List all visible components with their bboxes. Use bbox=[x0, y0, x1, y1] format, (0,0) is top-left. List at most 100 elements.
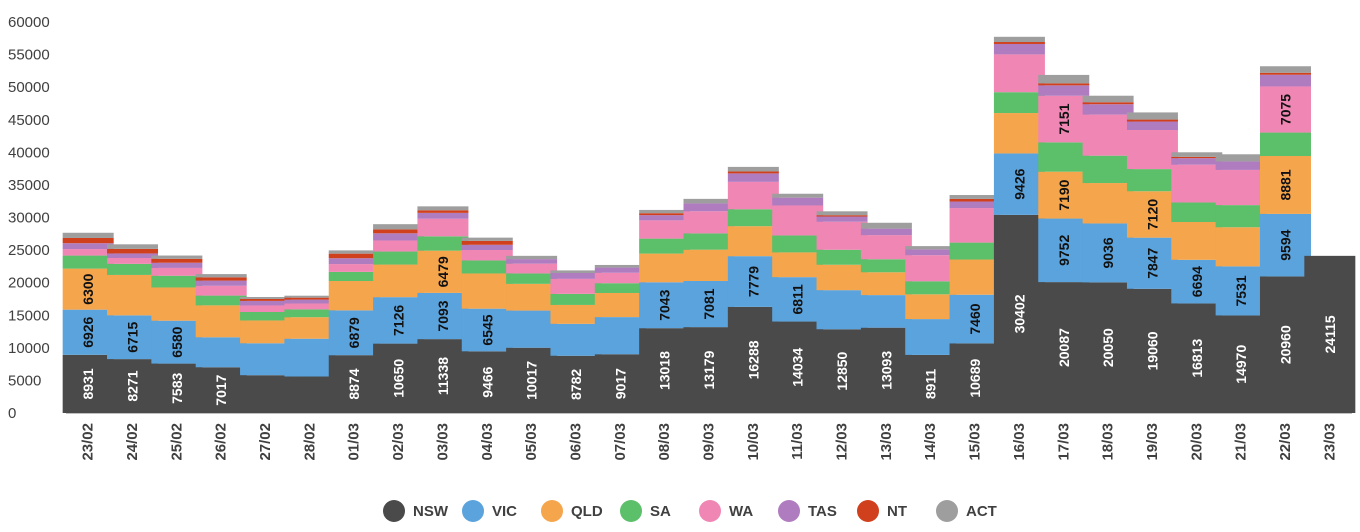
bar-segment-tas bbox=[240, 300, 292, 306]
bar-segment-sa bbox=[816, 249, 868, 265]
bar-segment-act bbox=[373, 224, 425, 230]
data-label: 7190 bbox=[1056, 179, 1072, 210]
bar-segment-qld bbox=[107, 274, 159, 316]
bar-segment-tas bbox=[683, 203, 735, 212]
bar-segment-vic bbox=[1215, 266, 1267, 316]
bar-segment-vic bbox=[195, 337, 247, 368]
bar-segment-sa bbox=[683, 233, 735, 250]
data-label: 8931 bbox=[80, 368, 96, 399]
bar-segment-act bbox=[195, 274, 247, 278]
bar-segment-act bbox=[1215, 154, 1267, 162]
bar-segment-nt bbox=[107, 248, 159, 254]
data-label: 8782 bbox=[568, 369, 584, 400]
bar-segment-nt bbox=[816, 215, 868, 217]
bar-segment-nt bbox=[62, 237, 114, 244]
data-label: 19060 bbox=[1144, 331, 1160, 370]
legend-label: TAS bbox=[808, 503, 837, 520]
bar-segment-wa bbox=[328, 264, 380, 272]
bar-segment-nsw bbox=[772, 321, 824, 413]
bar-segment-nt bbox=[328, 253, 380, 259]
bar-stack: 11338 7093 6479 bbox=[417, 206, 469, 413]
y-tick-label: 15000 bbox=[8, 307, 50, 324]
data-label: 7847 bbox=[1144, 247, 1160, 278]
x-tick-label: 07/03 bbox=[612, 423, 629, 461]
bar-segment-qld bbox=[993, 113, 1045, 154]
bar-segment-qld bbox=[195, 305, 247, 338]
data-label: 8881 bbox=[1277, 169, 1293, 200]
data-label: 6879 bbox=[346, 317, 362, 348]
x-tick-label: 27/02 bbox=[257, 423, 274, 461]
bar-stack: 8874 6879 bbox=[328, 250, 380, 413]
bar-segment-act bbox=[1038, 74, 1090, 84]
data-label: 7120 bbox=[1144, 199, 1160, 230]
bar-segment-wa bbox=[107, 257, 159, 264]
bar-stack: 20087 9752 7190 7151 bbox=[1038, 74, 1090, 413]
bar-segment-nt bbox=[240, 298, 292, 301]
bar-segment-vic bbox=[62, 309, 114, 355]
bar-segment-nsw bbox=[151, 363, 203, 413]
x-tick-label: 20/03 bbox=[1188, 423, 1205, 461]
x-tick-label: 10/03 bbox=[745, 423, 762, 461]
bar-segment-act bbox=[240, 297, 292, 299]
bar-stack: 8931 6926 6300 bbox=[62, 232, 114, 413]
bar-segment-vic bbox=[373, 297, 425, 344]
x-tick-label: 22/03 bbox=[1277, 423, 1294, 461]
bar-segment-nsw bbox=[373, 343, 425, 413]
data-label: 7126 bbox=[391, 305, 407, 336]
data-label: 8911 bbox=[923, 369, 939, 400]
bar-segment-nsw bbox=[639, 328, 691, 413]
bar-segment-vic bbox=[328, 310, 380, 356]
data-label: 8271 bbox=[125, 370, 141, 401]
bar-segment-qld bbox=[328, 281, 380, 311]
bar-segment-nt bbox=[284, 297, 336, 300]
x-tick-label: 18/03 bbox=[1100, 423, 1117, 461]
bar-segment-qld bbox=[905, 294, 957, 320]
bar-segment-tas bbox=[550, 273, 602, 279]
bar-segment-sa bbox=[1259, 132, 1311, 157]
legend-label: NSW bbox=[413, 503, 449, 520]
bar-segment-act bbox=[107, 244, 159, 249]
bar-segment-nt bbox=[1126, 119, 1178, 122]
bar-segment-act bbox=[328, 250, 380, 254]
y-tick-label: 35000 bbox=[8, 177, 50, 194]
x-tick-label: 02/03 bbox=[390, 423, 407, 461]
data-label: 7460 bbox=[967, 303, 983, 334]
bar-stack: 10017 bbox=[506, 255, 558, 413]
legend-item-qld: QLD bbox=[541, 500, 603, 522]
legend-swatch bbox=[620, 500, 642, 522]
data-label: 6300 bbox=[80, 273, 96, 304]
data-label: 10650 bbox=[391, 359, 407, 398]
bar-segment-sa bbox=[417, 236, 469, 251]
legend-label: NT bbox=[887, 503, 907, 520]
bar-segment-sa bbox=[727, 209, 779, 227]
bar-segment-wa bbox=[1259, 86, 1311, 133]
bar-segment-nsw bbox=[949, 343, 1001, 413]
legend: NSW VIC QLD SA WA TAS NT ACT bbox=[383, 500, 997, 522]
data-label: 7075 bbox=[1277, 94, 1293, 125]
bar-segment-nsw bbox=[107, 359, 159, 413]
x-tick-label: 09/03 bbox=[701, 423, 718, 461]
bar-segment-act bbox=[62, 232, 114, 238]
bar-segment-qld bbox=[639, 253, 691, 283]
bar-segment-vic bbox=[1259, 213, 1311, 277]
bar-stack bbox=[284, 295, 336, 413]
x-axis: 23/02 24/02 25/02 26/02 27/02 28/02 01/03 02/03… bbox=[80, 423, 1339, 461]
x-tick-label: 16/03 bbox=[1011, 423, 1028, 461]
bar-segment-nsw bbox=[1259, 276, 1311, 413]
bar-segment-act bbox=[1259, 66, 1311, 73]
bar-stack: 14034 6811 bbox=[772, 193, 824, 413]
bar-segment-nt bbox=[1171, 156, 1223, 159]
bar-stack: 7583 6580 bbox=[151, 255, 203, 413]
bar-segment-qld bbox=[151, 287, 203, 321]
bar-segment-act bbox=[905, 246, 957, 250]
data-label: 9466 bbox=[479, 366, 495, 397]
data-label: 7531 bbox=[1233, 275, 1249, 306]
bar-segment-nsw bbox=[993, 214, 1045, 413]
bar-segment-qld bbox=[1082, 183, 1134, 224]
bar-segment-nt bbox=[993, 42, 1045, 44]
bar-segment-nt bbox=[949, 198, 1001, 202]
bar-segment-act bbox=[949, 195, 1001, 199]
bar-segment-tas bbox=[594, 267, 646, 273]
bar-segment-qld bbox=[506, 283, 558, 311]
